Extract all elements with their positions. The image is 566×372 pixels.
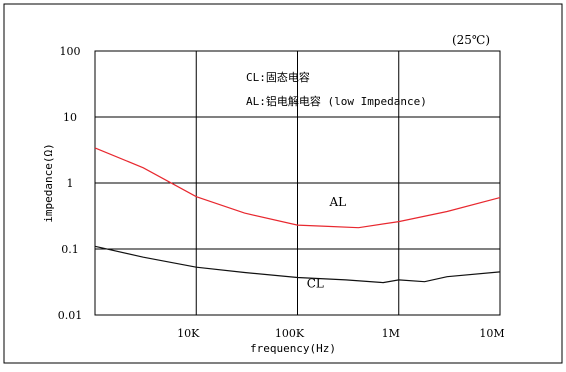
x-tick-label: 10M <box>479 327 504 340</box>
y-tick-label: 100 <box>60 45 81 58</box>
y-axis-label: impedance(Ω) <box>42 143 55 222</box>
y-tick-label: 0.01 <box>58 309 83 322</box>
grid <box>95 50 501 316</box>
legend-line-cl: CL:固态电容 <box>246 70 310 84</box>
x-tick-label: 10K <box>177 327 200 340</box>
series-label-cl: CL <box>307 277 324 291</box>
series-labels: AL CL <box>307 195 346 291</box>
plot-area <box>94 50 501 316</box>
x-axis-label: frequency(Hz) <box>250 342 336 355</box>
chart-title: (25℃) <box>452 33 490 47</box>
series-line-al <box>94 147 501 229</box>
series-lines <box>94 147 501 284</box>
series-label-al: AL <box>328 195 346 209</box>
y-tick-label: 1 <box>67 177 74 190</box>
x-tick-label: 1M <box>382 327 400 340</box>
legend-line-al: AL:铝电解电容 (low Impedance) <box>246 94 427 108</box>
series-line-cl <box>94 245 501 284</box>
y-tick-label: 0.1 <box>61 243 79 256</box>
y-tick-label: 10 <box>63 111 77 124</box>
x-tick-label: 100K <box>275 327 305 340</box>
tick-labels: 10K 100K 1M 10M 100 10 1 0.1 0.01 <box>58 45 505 340</box>
figure-frame <box>3 3 563 364</box>
